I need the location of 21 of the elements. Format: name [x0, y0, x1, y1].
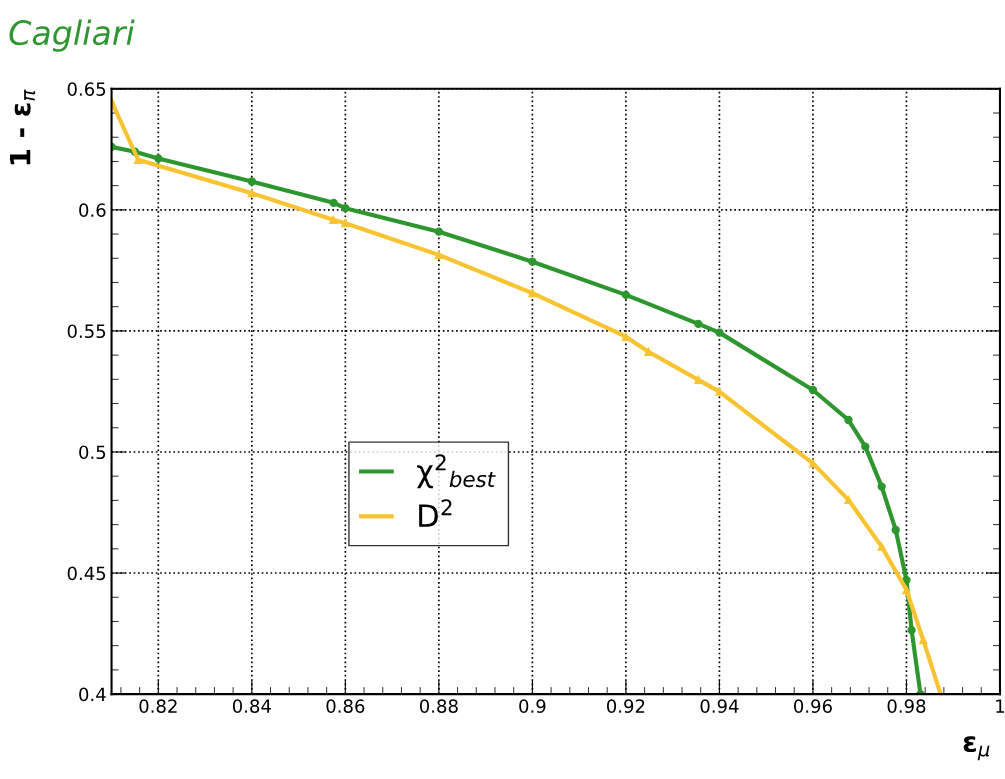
chart-title: Cagliari — [9, 19, 135, 52]
x-tick-label: 1 — [996, 699, 1005, 713]
x-tick-label: 0.86 — [326, 699, 365, 713]
x-tick-label: 0.94 — [700, 699, 739, 713]
x-tick-label: 0.9 — [519, 699, 546, 713]
y-tick-label: 0.4 — [79, 687, 106, 702]
y-tick-label: 0.55 — [67, 324, 106, 339]
y-axis-title: 1 - ε$_{π}$ — [9, 89, 36, 165]
x-tick-label: 0.96 — [794, 699, 832, 713]
x-tick-label: 0.92 — [606, 699, 645, 713]
y-tick-label: 0.6 — [79, 203, 106, 217]
y-tick-label: 0.45 — [67, 566, 106, 581]
legend-label: χ$^{2}$$_{best}$ — [417, 454, 496, 489]
y-tick-label: 0.65 — [67, 82, 106, 96]
x-axis-title: ε$_{μ}$ — [963, 736, 990, 761]
x-tick-label: 0.82 — [139, 699, 177, 713]
x-tick-label: 0.88 — [419, 699, 458, 713]
y-tick-label: 0.5 — [79, 445, 106, 460]
legend-label: D$^{2}$ — [419, 499, 452, 527]
x-tick-label: 0.98 — [887, 699, 926, 713]
x-tick-label: 0.84 — [232, 699, 271, 713]
